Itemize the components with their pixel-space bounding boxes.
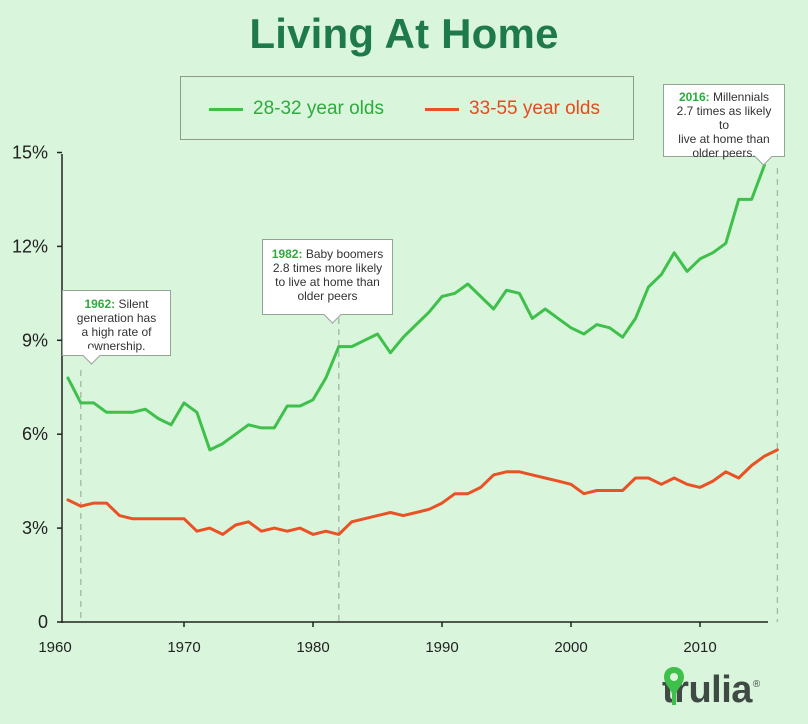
callout-1962: 1962: Silent generation has a high rate … [62,290,171,365]
legend-swatch-33-55 [425,107,459,111]
registered-mark: ® [752,679,761,690]
x-tick-label-1: 1970 [167,639,200,656]
callout-1982-line-3: to live at home than [275,275,380,289]
legend-label-28-32: 28-32 year olds [253,98,384,119]
chart-title: Living At Home [249,10,559,57]
callout-1982-line-2: 2.8 times more likely [272,261,383,275]
y-tick-label-2: 6% [22,424,48,444]
y-tick-label-0: 0 [38,612,48,632]
x-tick-label-0: 1960 [38,639,71,656]
callout-1982-line-4: older peers [297,289,358,303]
callout-1962-line-1: Silent [118,297,149,311]
y-tick-label-1: 3% [22,518,48,538]
x-tick-label-2: 1980 [296,639,329,656]
trulia-logo: trulia ® [662,667,802,713]
x-tick-label-5: 2010 [683,639,716,656]
series-line-1 [66,163,766,452]
callout-1982: 1982: Baby boomers 2.8 times more likely… [262,239,393,324]
callout-1962-line-3: a high rate of [81,325,152,339]
callout-1962-year: 1962: [84,297,116,311]
y-tick-label-3: 9% [22,330,48,350]
callout-1982-line-1: Baby boomers [305,247,384,261]
legend-label-33-55: 33-55 year olds [469,98,600,119]
callout-2016-year: 2016: [678,90,710,104]
legend-swatch-28-32 [209,107,243,111]
callout-1962-line-4: ownership. [87,339,146,353]
x-tick-label-4: 2000 [554,639,587,656]
callout-1982-year: 1982: [271,247,303,261]
callout-1962-line-2: generation has [76,311,157,325]
legend-item-28-32: 28-32 year olds [209,98,384,120]
callout-2016-line-2: 2.7 times as likely to [676,104,772,132]
y-tick-label-4: 12% [12,236,48,256]
callout-2016-line-1: Millennials [713,90,770,104]
legend-item-33-55: 33-55 year olds [425,98,600,120]
callout-2016-line-3: live at home than [678,132,770,146]
callout-2016-line-4: older peers. [692,146,756,160]
legend: 28-32 year olds 33-55 year olds [180,76,634,140]
y-tick-label-5: 15% [12,143,48,163]
callout-2016: 2016: Millennials 2.7 times as likely to… [663,84,785,166]
location-pin-icon [664,667,684,705]
x-tick-label-3: 1990 [425,639,458,656]
series-line-2 [66,448,779,536]
